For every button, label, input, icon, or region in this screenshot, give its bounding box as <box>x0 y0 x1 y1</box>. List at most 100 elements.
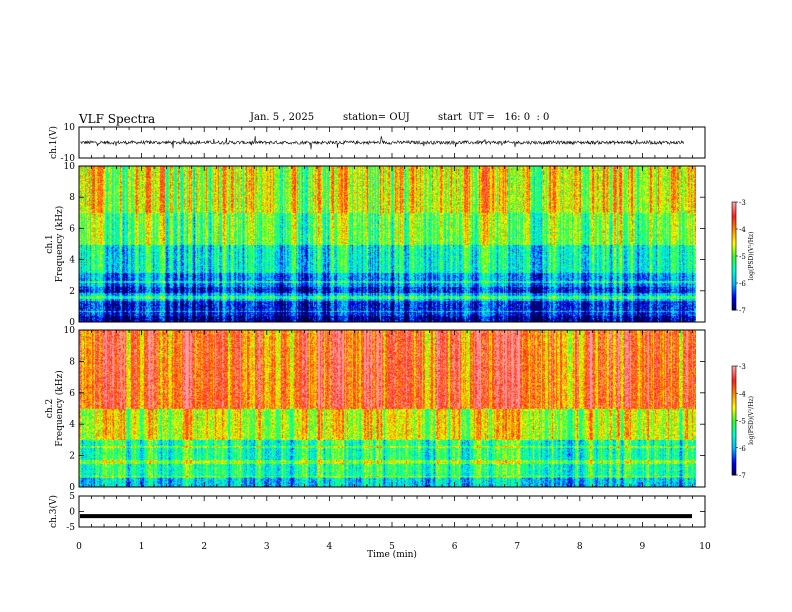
colorbar-tick-label: -4 <box>739 390 746 398</box>
y-tick-label: 10 <box>64 123 76 133</box>
colorbar-cell <box>732 225 736 228</box>
colorbar-cell <box>732 259 736 262</box>
chart-title: VLF Spectra <box>79 112 156 126</box>
colorbar-cell <box>732 416 736 420</box>
ch1-spectrogram-ylabel: ch.1 Frequency (kHz) <box>45 206 65 283</box>
colorbar-cell <box>732 250 736 253</box>
x-tick-label: 10 <box>699 542 711 552</box>
colorbar-label-text: log(PSD)(V²/Hz) <box>748 232 755 281</box>
colorbar-cell <box>732 391 736 394</box>
y-tick-label: 0 <box>69 508 75 518</box>
colorbar-cell <box>732 453 736 456</box>
axis-label: ch.2 <box>45 399 55 418</box>
colorbar-cell <box>732 456 736 460</box>
y-tick-label: 4 <box>69 256 75 266</box>
colorbar-cell <box>732 297 736 300</box>
colorbar-cell <box>732 384 736 387</box>
colorbar-cell <box>732 214 736 217</box>
colorbar-cell <box>732 279 736 282</box>
colorbar-cell <box>732 203 736 207</box>
colorbar-cell <box>732 261 736 264</box>
colorbar-cell <box>732 274 736 277</box>
colorbar-tick-label: -5 <box>739 253 746 261</box>
colorbar-tick-label: -4 <box>739 226 746 234</box>
colorbar-cell <box>732 440 736 443</box>
colorbar-cell <box>732 216 736 219</box>
colorbar-cell <box>732 447 736 451</box>
colorbar-cell <box>732 239 736 243</box>
colorbar-cell <box>732 395 736 398</box>
colorbar-cell <box>732 460 736 463</box>
colorbar-label: log(PSD)(V²/Hz) <box>748 396 755 445</box>
colorbar-cell <box>732 424 736 427</box>
colorbar-cell <box>732 471 736 474</box>
axis-label: Frequency (kHz) <box>54 370 65 447</box>
x-tick-label: 4 <box>327 542 333 552</box>
colorbar-cell <box>732 205 736 208</box>
colorbar-cell <box>732 247 736 250</box>
colorbar-cell <box>732 444 736 447</box>
y-tick-label: 0 <box>69 318 75 328</box>
colorbar-cell <box>732 415 736 418</box>
colorbar-cell <box>732 248 736 252</box>
colorbar-cell <box>732 442 736 445</box>
y-tick-label: 4 <box>69 420 75 430</box>
colorbar-cell <box>732 209 736 212</box>
colorbar-cell <box>732 376 736 380</box>
colorbar-cell <box>732 469 736 472</box>
x-tick-label: 3 <box>264 542 270 552</box>
colorbar-cell <box>732 387 736 391</box>
colorbar-cell <box>732 256 736 259</box>
colorbar-cell <box>732 380 736 383</box>
colorbar-cell <box>732 427 736 431</box>
colorbar-cell <box>732 402 736 405</box>
colorbar-cell <box>732 306 736 309</box>
colorbar-cell <box>732 455 736 458</box>
colorbar-cell <box>732 207 736 210</box>
colorbar-cell <box>732 418 736 421</box>
colorbar-tick-label: -5 <box>739 418 746 426</box>
colorbar-cell <box>732 238 736 241</box>
x-tick-label: 2 <box>201 542 207 552</box>
colorbar-cell <box>732 436 736 440</box>
colorbar-cell <box>732 290 736 293</box>
colorbar-cell <box>732 409 736 412</box>
colorbar-cell <box>732 211 736 214</box>
y-tick-label: 10 <box>64 326 76 336</box>
colorbar-cell <box>732 272 736 275</box>
colorbar-tick-label: -6 <box>739 445 746 453</box>
colorbar-cell <box>732 265 736 268</box>
colorbar-cell <box>732 467 736 471</box>
colorbar-cell <box>732 389 736 392</box>
colorbar-cell <box>732 283 736 286</box>
y-tick-label: -5 <box>66 523 75 533</box>
colorbar-label-text: log(PSD)(V²/Hz) <box>748 396 755 445</box>
y-tick-label: 6 <box>69 389 75 399</box>
colorbar-cell <box>732 373 736 376</box>
colorbar-cell <box>732 375 736 378</box>
colorbar-cell <box>732 445 736 449</box>
colorbar-cell <box>732 263 736 266</box>
x-tick-label: 1 <box>139 542 145 552</box>
colorbar-cell <box>732 230 736 234</box>
colorbar-cell <box>732 302 736 306</box>
x-tick-label: 9 <box>640 542 646 552</box>
colorbar-cell <box>732 425 736 429</box>
station-label: station= OUJ <box>343 112 410 123</box>
colorbar-cell <box>732 223 736 226</box>
colorbar-cell <box>732 229 736 232</box>
colorbar-cell <box>732 367 736 371</box>
ch2-spectrogram-ylabel: ch.2 Frequency (kHz) <box>45 370 65 447</box>
colorbar-cell <box>732 462 736 465</box>
colorbar-cell <box>732 243 736 246</box>
ch1-waveform-line <box>80 135 684 150</box>
colorbar-cell <box>732 254 736 257</box>
colorbar-cell <box>732 275 736 279</box>
colorbar-cell <box>732 382 736 385</box>
colorbar-cell <box>732 236 736 239</box>
colorbar-cell <box>732 293 736 297</box>
colorbar-cell <box>732 438 736 441</box>
axis-label: Frequency (kHz) <box>54 206 65 283</box>
colorbar-cell <box>732 202 736 205</box>
axis-label: ch.1(V) <box>48 126 59 159</box>
